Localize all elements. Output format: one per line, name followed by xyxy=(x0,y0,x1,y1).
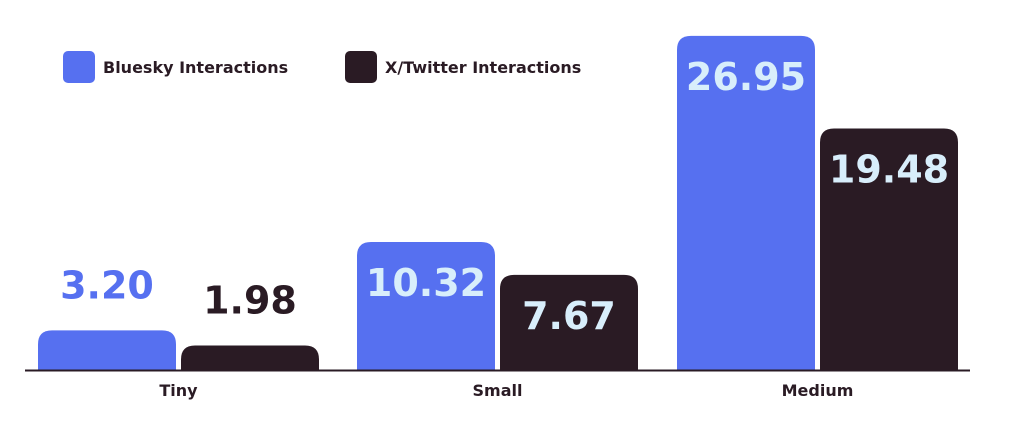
legend-swatch-twitter xyxy=(345,51,377,83)
value-label: 7.67 xyxy=(522,294,616,338)
bar-medium-twitter xyxy=(820,128,958,370)
legend-item-bluesky: Bluesky Interactions xyxy=(63,51,288,83)
legend-item-twitter: X/Twitter Interactions xyxy=(345,51,581,83)
value-label: 10.32 xyxy=(366,261,486,305)
bar-tiny-twitter xyxy=(181,345,319,370)
bar-medium-bluesky xyxy=(677,35,815,370)
bar-tiny-bluesky xyxy=(38,330,176,370)
value-label: 19.48 xyxy=(829,147,949,191)
value-label: 1.98 xyxy=(203,278,297,322)
legend-label-bluesky: Bluesky Interactions xyxy=(103,57,289,77)
value-label: 26.95 xyxy=(686,55,806,99)
value-label: 3.20 xyxy=(60,263,154,307)
bar-small-bluesky xyxy=(357,242,495,370)
legend-label-twitter: X/Twitter Interactions xyxy=(385,57,582,77)
category-label-small: Small xyxy=(473,381,523,400)
category-label-medium: Medium xyxy=(782,381,854,400)
category-label-tiny: Tiny xyxy=(159,381,198,400)
legend-swatch-bluesky xyxy=(63,51,95,83)
bar-small-twitter xyxy=(500,274,638,370)
